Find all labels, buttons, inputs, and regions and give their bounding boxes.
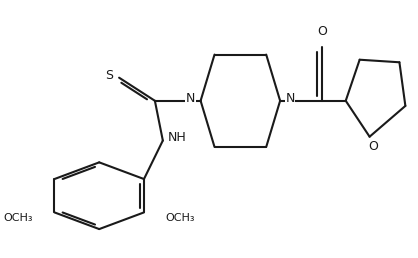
Text: S: S [105, 69, 113, 82]
Text: OCH₃: OCH₃ [166, 213, 195, 223]
Text: NH: NH [167, 132, 186, 144]
Text: O: O [369, 140, 379, 154]
Text: N: N [285, 92, 295, 105]
Text: O: O [317, 25, 327, 38]
Text: OCH₃: OCH₃ [3, 213, 33, 223]
Text: N: N [186, 92, 195, 105]
